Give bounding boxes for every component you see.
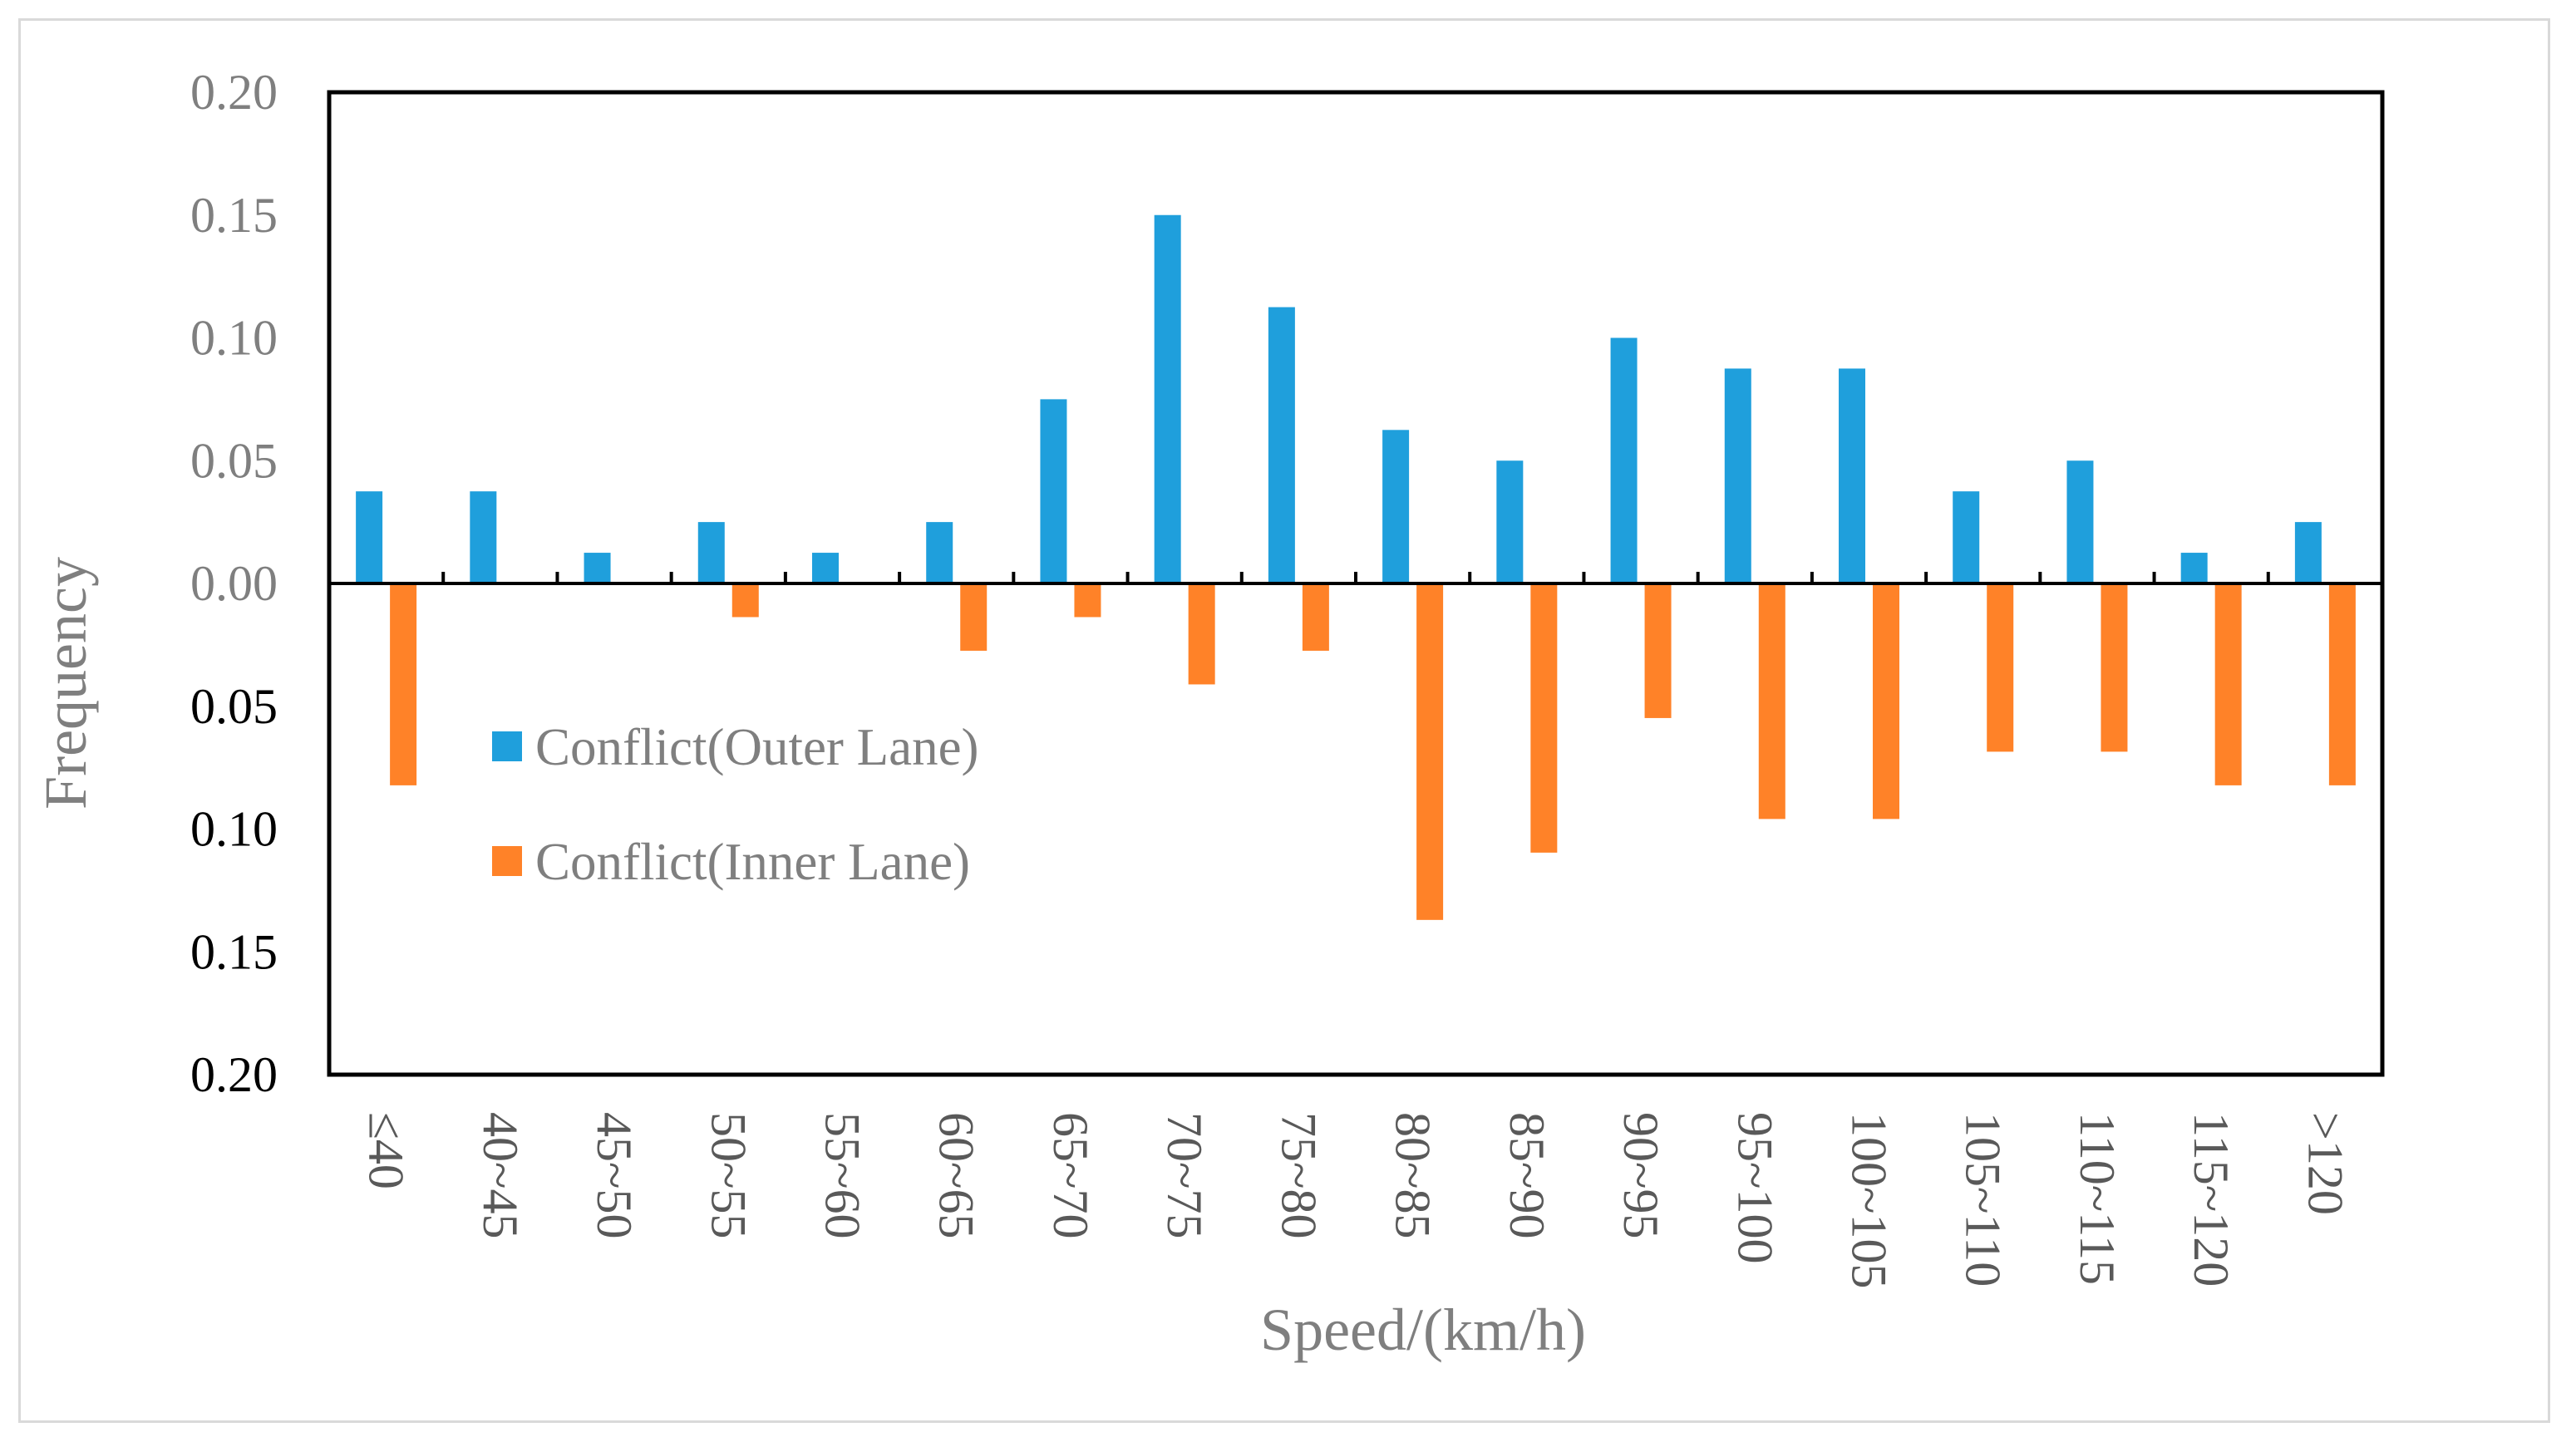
y-tick-label: 0.05 [190, 679, 278, 734]
x-tick-labels: ≤40 40~45 45~50 50~55 55~60 60~65 65~70 70~75 75… [359, 1112, 2353, 1288]
legend-swatch-inner-lane [492, 846, 522, 876]
bar-outer-16 [2180, 553, 2208, 583]
bar-outer-8 [1268, 307, 1295, 583]
y-tick-label: 0.15 [190, 188, 278, 243]
x-tick-label: 85~90 [1500, 1112, 1554, 1238]
x-tick-label: 110~115 [2070, 1112, 2125, 1285]
y-tick-label: 0.10 [190, 802, 278, 857]
x-tick-label: 70~75 [1157, 1112, 1212, 1238]
bar-outer-12 [1724, 368, 1751, 583]
bar-inner-12 [1758, 583, 1785, 819]
bar-outer-3 [697, 522, 725, 583]
x-tick-label: 60~65 [929, 1112, 984, 1238]
bar-inner-8 [1302, 583, 1329, 651]
x-tick-label: 80~85 [1386, 1112, 1441, 1238]
y-tick-labels: 0.20 0.15 0.10 0.05 0.00 0.05 0.10 0.15 0.20 [190, 65, 278, 1102]
y-tick-label: 0.20 [190, 1047, 278, 1102]
bar-outer-9 [1382, 430, 1410, 583]
bar-inner-15 [2101, 583, 2128, 752]
bar-outer-2 [584, 553, 611, 583]
legend-label-inner-lane: Conflict(Inner Lane) [535, 833, 970, 891]
bar-inner-3 [731, 583, 759, 618]
bar-outer-15 [2066, 460, 2094, 583]
x-tick-label: 100~105 [1842, 1112, 1897, 1288]
bar-inner-9 [1416, 583, 1444, 920]
bar-outer-17 [2294, 522, 2322, 583]
x-tick-label: 105~110 [1956, 1112, 2011, 1287]
bar-outer-7 [1154, 214, 1181, 583]
x-tick-label: 90~95 [1613, 1112, 1668, 1238]
bar-outer-10 [1496, 460, 1524, 583]
bar-outer-0 [356, 491, 383, 583]
x-tick-label: 65~70 [1043, 1112, 1098, 1238]
bar-inner-13 [1873, 583, 1899, 819]
x-tick-label: 50~55 [701, 1112, 756, 1238]
y-tick-label: 0.10 [190, 311, 278, 366]
bar-inner-14 [1987, 583, 2014, 752]
bar-inner-6 [1074, 583, 1101, 618]
y-axis-title: Frequency [32, 557, 99, 810]
x-tick-label: 55~60 [815, 1112, 870, 1238]
y-tick-label: 0.20 [190, 65, 278, 120]
bar-inner-11 [1644, 583, 1672, 718]
bar-outer-11 [1610, 337, 1638, 583]
legend: Conflict(Outer Lane) Conflict(Inner Lane… [492, 718, 979, 891]
bar-inner-17 [2328, 583, 2356, 785]
bar-outer-4 [812, 553, 839, 583]
y-tick-label: 0.05 [190, 433, 278, 488]
bar-outer-14 [1953, 491, 1980, 583]
bar-inner-5 [960, 583, 988, 651]
bar-inner-0 [390, 583, 417, 785]
x-axis-title: Speed/(km/h) [1260, 1297, 1586, 1363]
x-tick-label: 115~120 [2184, 1112, 2239, 1287]
x-tick-marks [441, 572, 2270, 583]
legend-label-outer-lane: Conflict(Outer Lane) [535, 718, 979, 776]
bar-outer-5 [926, 522, 953, 583]
plot-area-border [327, 90, 2385, 1077]
x-tick-label: 95~100 [1727, 1112, 1782, 1263]
legend-swatch-outer-lane [492, 731, 522, 761]
y-tick-label: 0.15 [190, 924, 278, 979]
x-tick-label: 45~50 [587, 1112, 642, 1238]
chart-frame [18, 18, 2550, 1423]
bar-outer-13 [1839, 368, 1865, 583]
bar-inner-7 [1188, 583, 1215, 685]
x-tick-label: >120 [2298, 1112, 2352, 1215]
x-tick-label: 75~80 [1271, 1112, 1326, 1238]
y-tick-label: 0.00 [190, 556, 278, 611]
bar-inner-10 [1530, 583, 1558, 853]
bar-outer-1 [470, 491, 497, 583]
bar-outer-6 [1040, 399, 1067, 583]
x-tick-label: ≤40 [359, 1112, 414, 1189]
x-tick-label: 40~45 [473, 1112, 528, 1238]
bars-layer [356, 214, 2356, 920]
bar-inner-16 [2214, 583, 2242, 785]
